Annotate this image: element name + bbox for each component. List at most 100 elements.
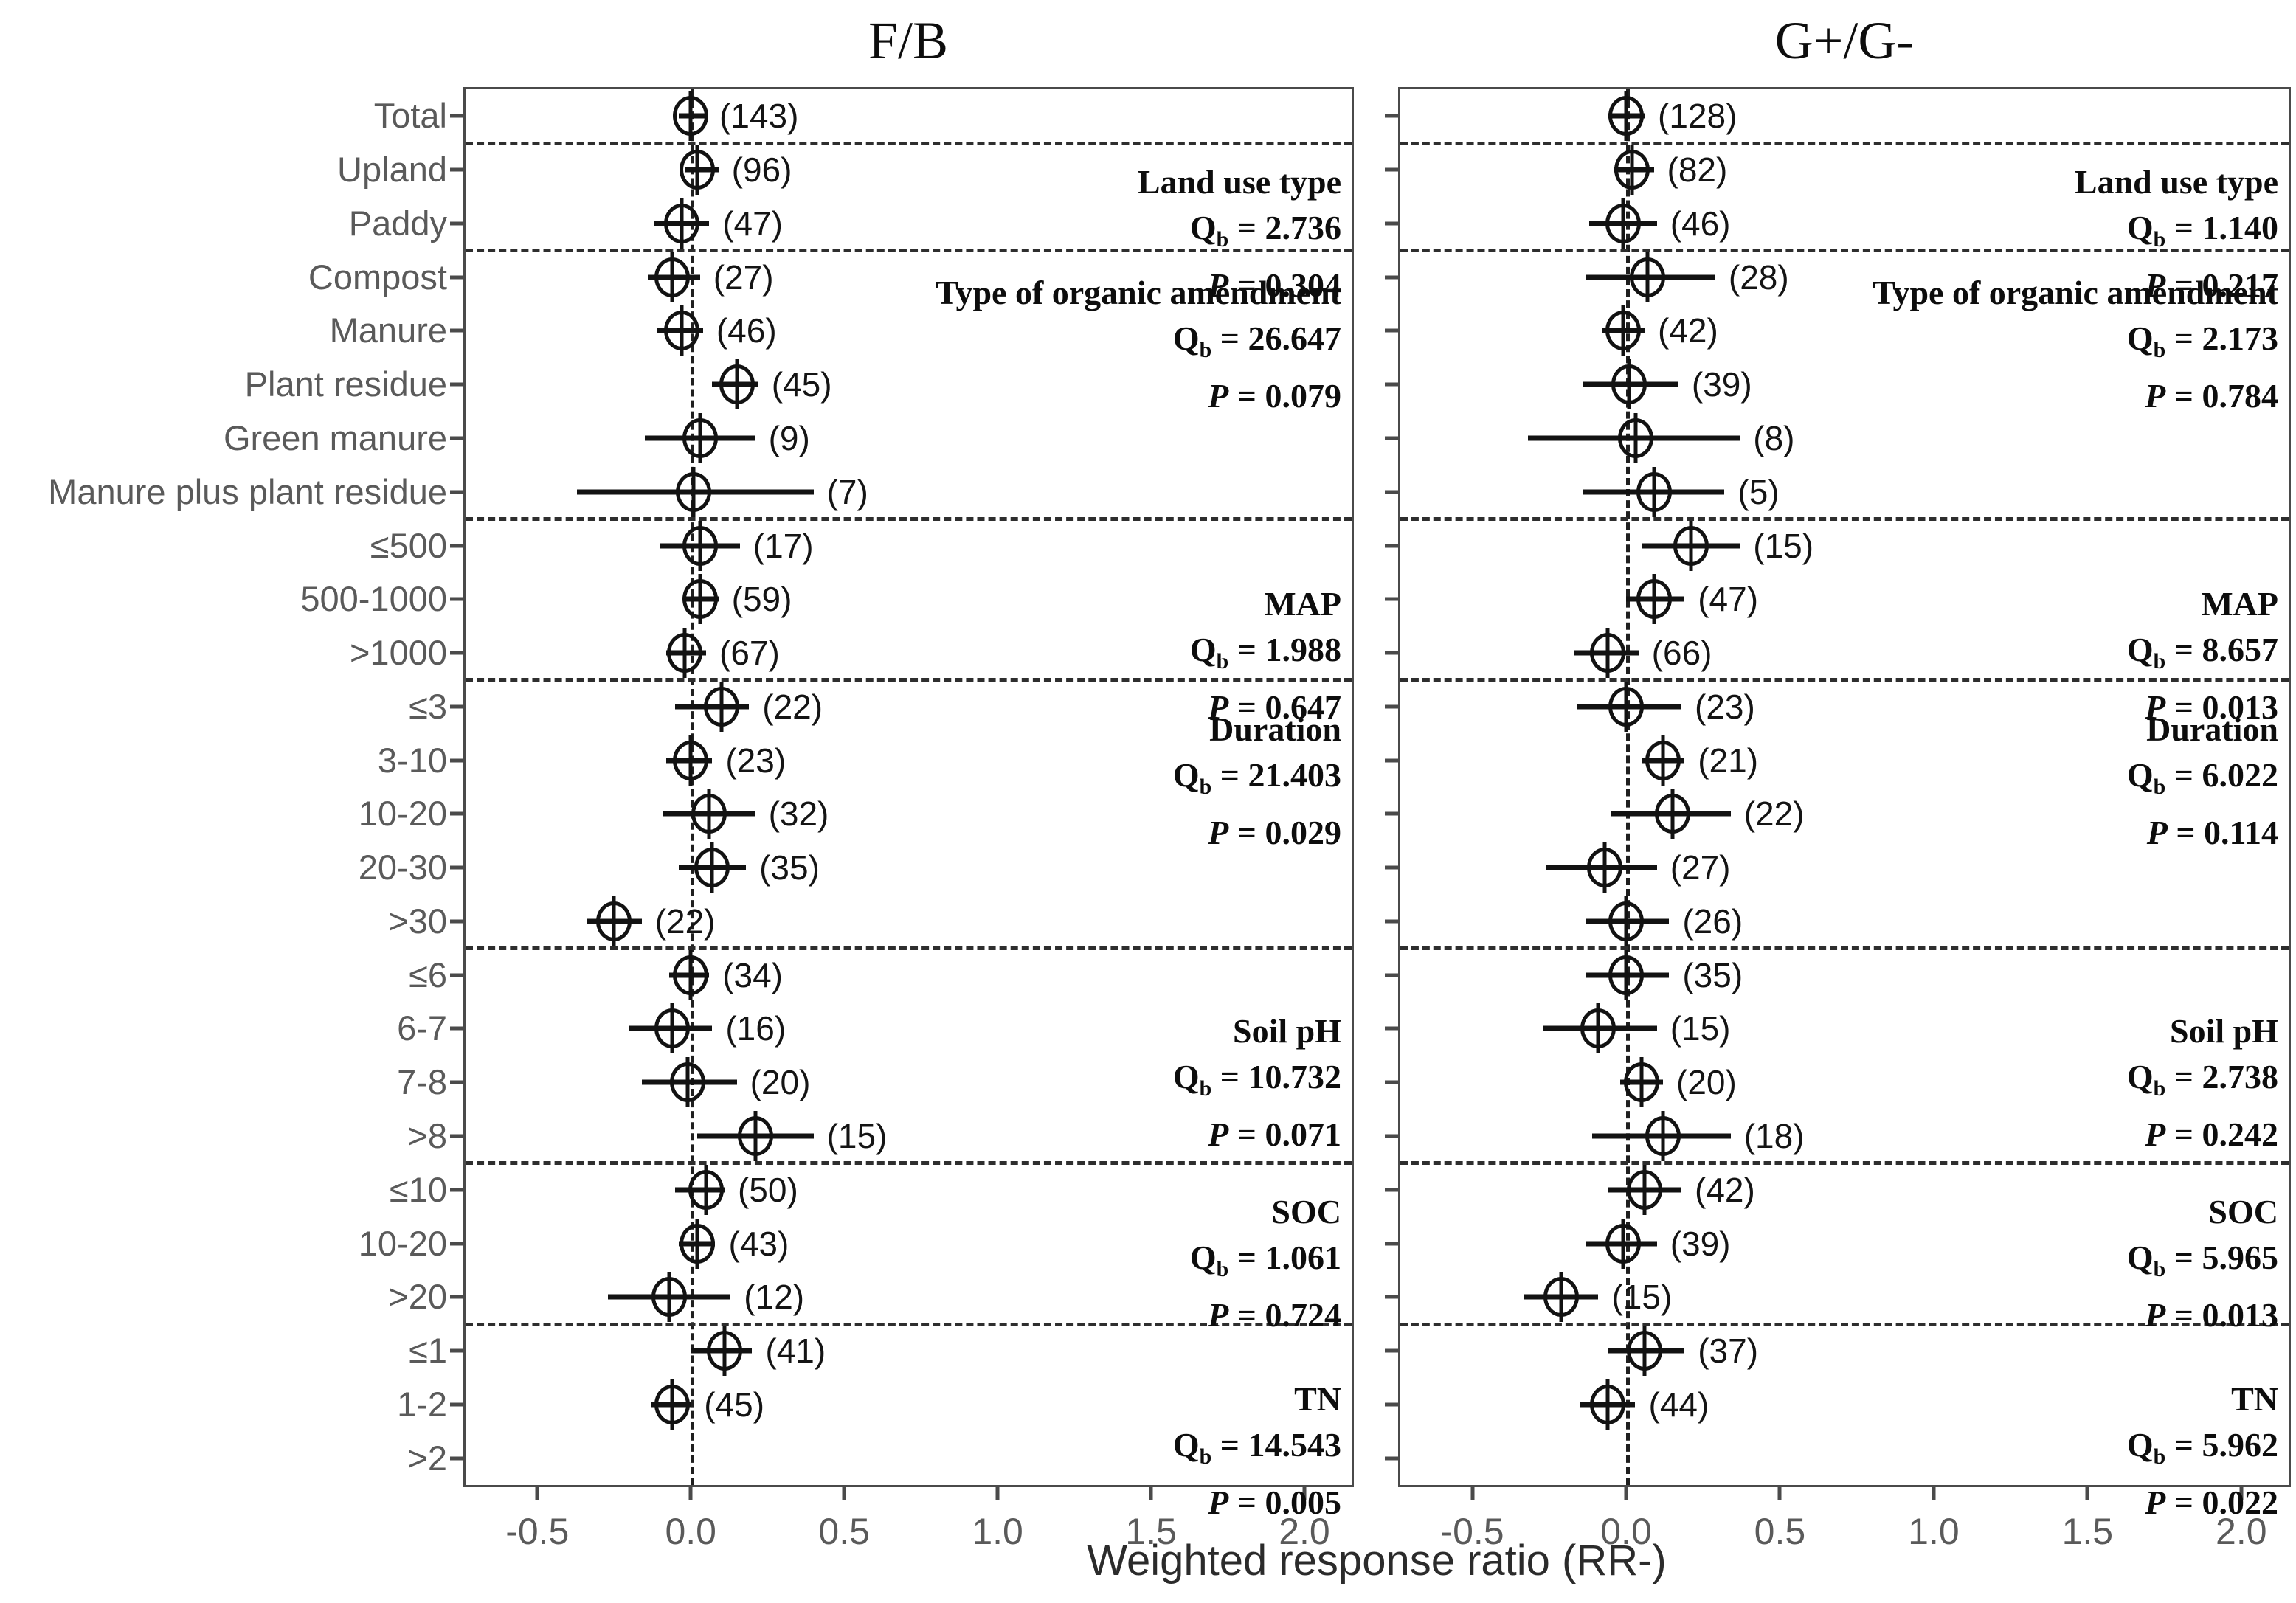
- mean-point-marker: [1605, 1223, 1641, 1264]
- mean-point-marker: [1645, 740, 1681, 780]
- category-label: 6-7: [397, 1008, 447, 1048]
- sample-size-label: (96): [731, 150, 792, 190]
- mean-point-marker: [1589, 633, 1625, 674]
- section-separator-line: [466, 678, 1352, 682]
- x-axis-tick: [842, 1485, 846, 1500]
- section-p-value: P = 0.079: [1208, 377, 1341, 415]
- mean-point-marker: [663, 311, 699, 351]
- sample-size-label: (35): [1682, 955, 1743, 994]
- mean-point-marker: [1611, 364, 1647, 405]
- category-label: Upland: [337, 150, 447, 190]
- x-axis-tick: [535, 1485, 539, 1500]
- category-tick: [1385, 973, 1398, 977]
- sample-size-label: (44): [1648, 1385, 1709, 1424]
- panel-fb: (143) (96) (47) (27) (46) (45) (9) (7) (17) (59) (…: [450, 87, 1354, 1552]
- zero-reference-line: [691, 89, 695, 1485]
- x-axis-tick: [688, 1485, 693, 1500]
- sample-size-label: (66): [1651, 634, 1712, 673]
- category-tick: [450, 1188, 463, 1192]
- mean-point-marker: [679, 1223, 715, 1264]
- mean-point-marker: [682, 525, 718, 566]
- panel-gg: (128) (82) (46) (28) (42) (39) (8) (5) (15) (47)(…: [1385, 87, 2291, 1552]
- category-tick: [450, 758, 463, 763]
- section-p-value: P = 0.013: [2145, 1296, 2278, 1334]
- panel-title-fb: F/B: [868, 11, 949, 70]
- mean-point-marker: [1630, 257, 1666, 297]
- sample-size-label: (8): [1753, 419, 1795, 457]
- category-tick: [1385, 490, 1398, 494]
- sample-size-label: (21): [1698, 741, 1759, 780]
- mean-point-marker: [1608, 901, 1644, 941]
- sample-size-label: (37): [1698, 1332, 1759, 1371]
- mean-point-marker: [596, 901, 632, 941]
- x-axis-tick: [2239, 1485, 2244, 1500]
- section-annotation-duration: Duration Qb = 6.022 P = 0.114: [2127, 707, 2278, 856]
- section-qb-value: Qb = 2.736: [1189, 209, 1341, 252]
- category-label: ≤500: [370, 525, 447, 565]
- category-label: 3-10: [377, 740, 447, 780]
- category-tick: [450, 114, 463, 118]
- category-tick: [1385, 221, 1398, 226]
- section-qb-value: Qb = 1.988: [1189, 631, 1341, 674]
- category-label: Manure plus plant residue: [48, 471, 447, 511]
- section-annotation-title: Soil pH: [2169, 1012, 2278, 1050]
- sample-size-label: (15): [1670, 1009, 1731, 1048]
- category-tick: [450, 919, 463, 924]
- mean-point-marker: [1673, 525, 1709, 566]
- mean-point-marker: [1654, 794, 1690, 834]
- category-label: ≤3: [409, 686, 447, 726]
- category-tick: [1385, 1026, 1398, 1031]
- mean-point-marker: [676, 471, 712, 512]
- section-p-value: P = 0.022: [2145, 1483, 2278, 1522]
- mean-point-marker: [654, 257, 691, 297]
- mean-point-marker: [651, 1277, 688, 1318]
- section-separator-line: [1400, 1161, 2289, 1166]
- sample-size-label: (42): [1695, 1170, 1755, 1209]
- x-axis-tick: [995, 1485, 1000, 1500]
- sample-size-label: (42): [1658, 311, 1718, 350]
- mean-point-marker: [1580, 1008, 1616, 1049]
- mean-point-marker: [663, 203, 699, 243]
- category-tick: [1385, 328, 1398, 333]
- mean-point-marker: [688, 1169, 725, 1210]
- category-tick: [450, 651, 463, 655]
- sample-size-label: (26): [1682, 901, 1743, 941]
- mean-point-marker: [719, 364, 755, 405]
- category-label: 10-20: [358, 1223, 447, 1263]
- category-label: >30: [388, 901, 447, 941]
- section-separator-line: [466, 517, 1352, 522]
- section-qb-value: Qb = 21.403: [1172, 756, 1341, 800]
- x-axis-tick: [1470, 1485, 1475, 1500]
- category-tick: [450, 275, 463, 280]
- mean-point-marker: [673, 96, 709, 136]
- section-p-value: P = 0.647: [1208, 688, 1341, 727]
- x-axis-tick: [1932, 1485, 1936, 1500]
- x-axis-tick: [1302, 1485, 1307, 1500]
- x-axis-tick: [1777, 1485, 1782, 1500]
- mean-point-marker: [670, 1062, 706, 1103]
- section-separator-line: [466, 141, 1352, 145]
- section-annotation-amendment: Type of organic amendment Qb = 2.173 P = 0…: [1873, 270, 2278, 419]
- section-annotation-title: TN: [1294, 1380, 1341, 1418]
- category-tick: [450, 1134, 463, 1138]
- sample-size-label: (15): [826, 1117, 888, 1155]
- section-separator-line: [1400, 678, 2289, 682]
- mean-point-marker: [691, 794, 727, 834]
- sample-size-label: (34): [722, 955, 783, 994]
- category-tick: [450, 490, 463, 494]
- sample-size-label: (41): [765, 1332, 826, 1371]
- x-axis-tick-label: 2.0: [1279, 1511, 1330, 1552]
- section-qb-value: Qb = 1.140: [2126, 209, 2278, 252]
- category-label: Paddy: [348, 203, 447, 243]
- sample-size-label: (47): [1698, 580, 1759, 619]
- mean-point-marker: [703, 686, 739, 727]
- sample-size-label: (27): [1670, 848, 1731, 887]
- section-annotation-title: MAP: [2201, 585, 2278, 623]
- section-qb-value: Qb = 1.061: [1189, 1239, 1341, 1282]
- section-annotation-map: MAP Qb = 1.988 P = 0.647: [1190, 581, 1341, 730]
- section-separator-line: [466, 946, 1352, 951]
- x-axis-tick-label: -0.5: [1440, 1511, 1504, 1552]
- section-annotation-title: TN: [2231, 1380, 2278, 1418]
- category-label: 1-2: [397, 1384, 447, 1424]
